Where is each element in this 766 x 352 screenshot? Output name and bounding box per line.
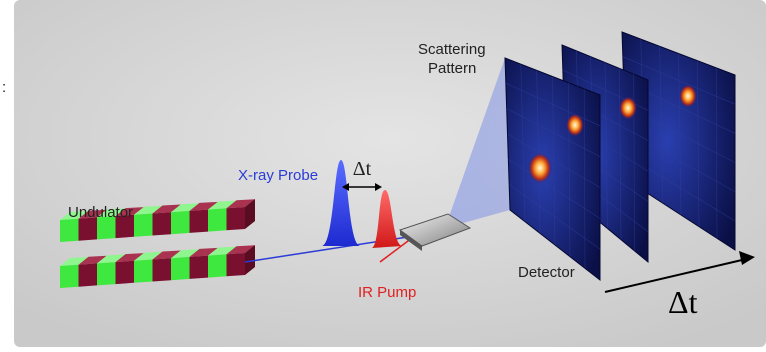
delay-small-label: Δt <box>353 158 372 180</box>
magnet-front <box>208 254 227 277</box>
bragg-spot <box>528 152 552 183</box>
magnet-front <box>60 219 79 242</box>
bragg-spot <box>619 96 637 119</box>
diagram: : Δt Scattering Pattern X-ray Probe Undu… <box>0 0 766 347</box>
magnet-front <box>190 256 209 279</box>
detector-label: Detector <box>518 264 575 281</box>
edge-fragment: : <box>2 79 6 96</box>
magnet-front <box>97 262 116 285</box>
magnet-front <box>60 265 79 288</box>
magnet-front <box>227 207 246 230</box>
magnet-front <box>153 258 172 281</box>
bragg-spot <box>679 84 697 107</box>
magnet-front <box>79 263 98 286</box>
scattering-label: Pattern <box>428 60 476 77</box>
magnet-front <box>116 261 135 284</box>
magnet-front <box>153 212 172 235</box>
magnet-front <box>171 257 190 280</box>
ir-pump-label: IR Pump <box>358 284 416 301</box>
bragg-spot <box>566 113 584 136</box>
magnet-front <box>134 260 153 283</box>
xray-probe-label: X-ray Probe <box>238 167 318 184</box>
magnet-front <box>171 211 190 234</box>
delay-large-label: Δt <box>668 284 698 320</box>
magnet-front <box>134 214 153 237</box>
undulator-label: Undulator <box>68 204 133 221</box>
magnet-front <box>227 253 246 276</box>
scattering-label: Scattering <box>418 41 486 58</box>
magnet-front <box>208 208 227 231</box>
magnet-front <box>190 210 209 233</box>
